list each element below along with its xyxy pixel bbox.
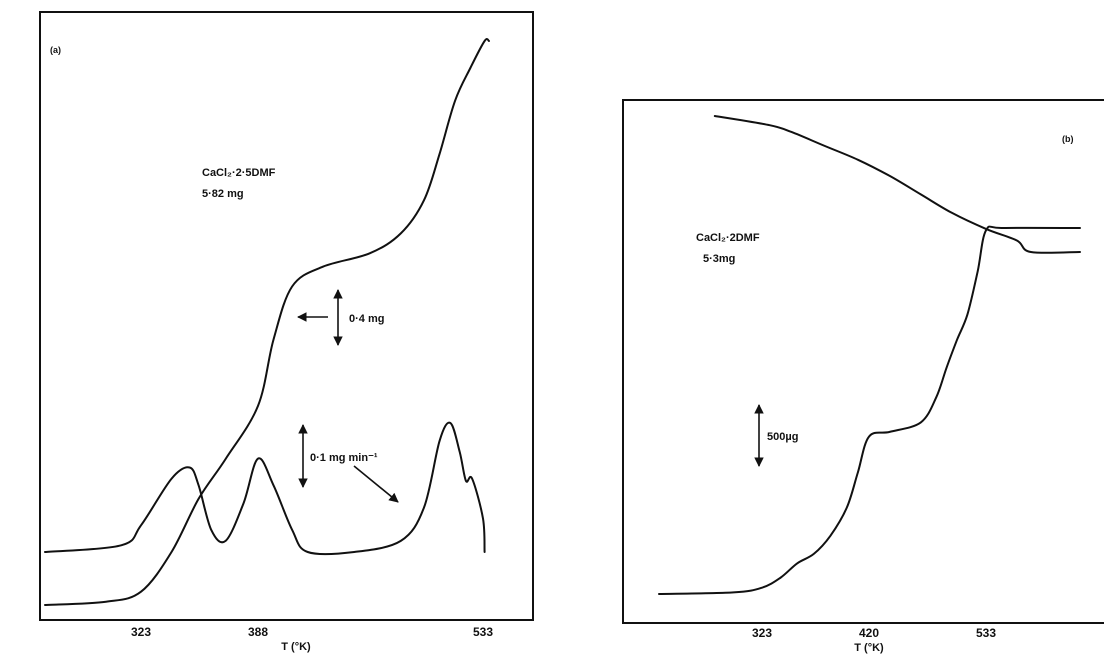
panel-a: (a) CaCl₂·2·5DMF 5·82 mg 0·4 mg 0·1 mg m… (39, 11, 534, 653)
panel-a-dtg-pointer-arrow (353, 465, 399, 503)
panel-b-frame (622, 99, 1104, 624)
panel-a-x-axis-label: T (°K) (281, 641, 311, 653)
panel-b: (b) CaCl₂·2DMF 5·3mg 500µg 323 420 533 T… (622, 99, 1104, 654)
panel-b-scale-label: 500µg (767, 431, 798, 443)
panel-a-x-tick-323: 323 (131, 625, 151, 639)
panel-b-x-tick-323: 323 (752, 626, 772, 640)
panel-a-mass: 5·82 mg (202, 188, 244, 200)
panel-b-x-tick-420: 420 (859, 626, 879, 640)
panel-a-dtg-curve (44, 421, 486, 556)
panel-b-dta-curve (713, 115, 1081, 254)
panel-a-compound: CaCl₂·2·5DMF (202, 167, 276, 179)
panel-a-dtg-scale-label: 0·1 mg min⁻¹ (310, 452, 378, 464)
panel-b-compound: CaCl₂·2DMF (696, 232, 760, 244)
panel-a-x-tick-533: 533 (473, 625, 493, 639)
panel-a-frame (39, 11, 534, 621)
panel-b-x-axis-label: T (°K) (854, 642, 884, 654)
panel-a-label: (a) (50, 45, 61, 55)
panel-a-tg-scale-label: 0·4 mg (349, 313, 384, 325)
panel-b-mass: 5·3mg (703, 253, 735, 265)
panel-b-tg-curve (658, 225, 1081, 595)
panel-a-tg-curve (44, 38, 490, 606)
panel-b-label: (b) (1062, 134, 1074, 144)
panel-a-x-tick-388: 388 (248, 625, 268, 639)
panel-b-x-tick-533: 533 (976, 626, 996, 640)
